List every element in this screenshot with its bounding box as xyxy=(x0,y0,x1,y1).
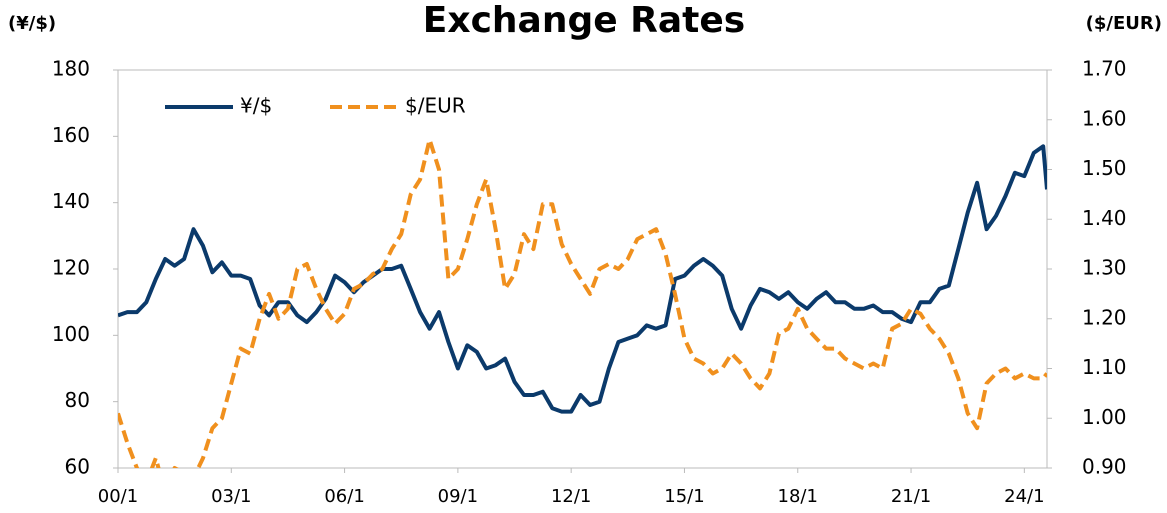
y-tick-label: 180 xyxy=(52,57,90,81)
x-tick-label: 00/1 xyxy=(98,486,138,507)
x-tick-label: 09/1 xyxy=(438,486,478,507)
y-tick-label: 140 xyxy=(52,189,90,213)
y-axis-label: (¥/$) xyxy=(8,13,56,34)
series-line xyxy=(118,144,1047,414)
x-tick-label: 03/1 xyxy=(211,486,251,507)
x-tick-label: 24/1 xyxy=(1004,486,1044,507)
y2-tick-label: 1.60 xyxy=(1082,106,1127,130)
y2-tick-label: 1.30 xyxy=(1082,256,1127,280)
y2-tick-label: 1.10 xyxy=(1082,355,1127,379)
plot-frame xyxy=(117,69,1048,469)
y-tick-label: 160 xyxy=(52,123,90,147)
chart-title: Exchange Rates xyxy=(423,0,746,41)
x-tick-label: 18/1 xyxy=(778,486,818,507)
y2-axis-label: ($/EUR) xyxy=(1086,13,1162,34)
y2-tick-label: 1.70 xyxy=(1082,57,1127,81)
y2-tick-label: 1.40 xyxy=(1082,206,1127,230)
series-line xyxy=(118,137,1047,468)
x-tick-label: 21/1 xyxy=(891,486,931,507)
x-tick-label: 12/1 xyxy=(551,486,591,507)
y2-tick-label: 1.00 xyxy=(1082,405,1127,429)
legend-label: $/EUR xyxy=(405,94,466,118)
y-tick-label: 120 xyxy=(52,256,90,280)
y2-tick-label: 1.20 xyxy=(1082,305,1127,329)
y2-tick-label: 1.50 xyxy=(1082,156,1127,180)
x-tick-label: 06/1 xyxy=(324,486,364,507)
y-tick-label: 60 xyxy=(65,455,90,479)
y2-tick-label: 0.90 xyxy=(1082,455,1127,479)
y-tick-label: 80 xyxy=(65,388,90,412)
y-tick-label: 100 xyxy=(52,322,90,346)
legend-label: ¥/$ xyxy=(240,94,272,118)
x-tick-label: 15/1 xyxy=(664,486,704,507)
